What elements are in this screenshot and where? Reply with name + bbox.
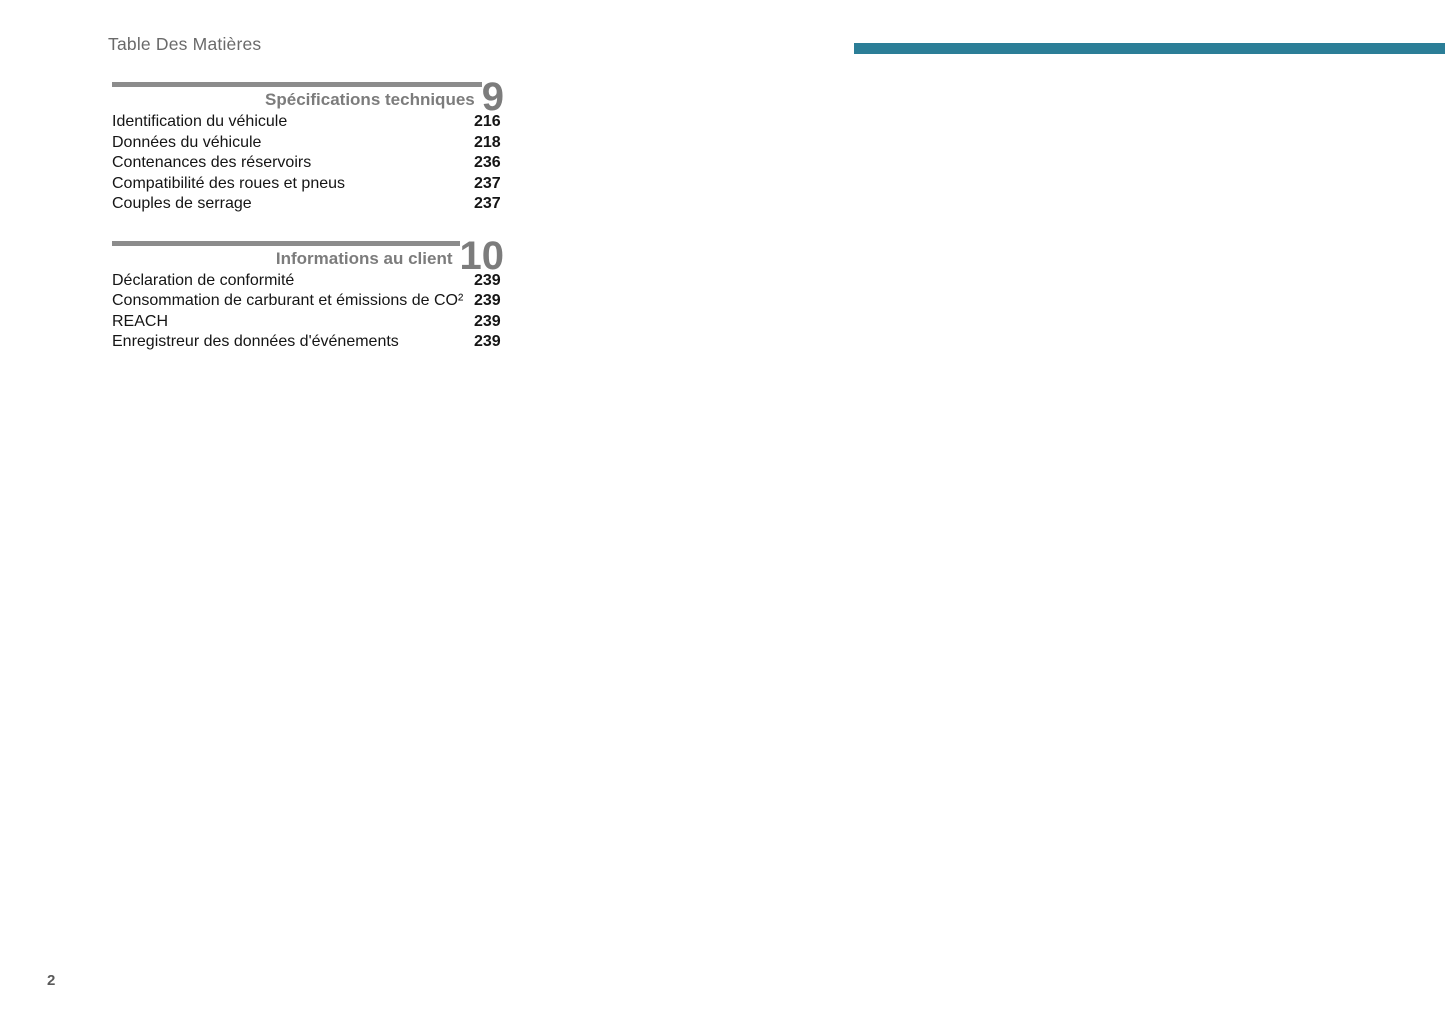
toc-entry-label: Consommation de carburant et émissions d… [112,292,464,309]
toc-entry[interactable]: Identification du véhicule 216 [112,112,504,133]
section-header-left: Spécifications techniques [112,82,482,110]
toc-entry-label: Données du véhicule [112,133,262,151]
toc-entry-label: Enregistreur des données d'événements [112,333,399,350]
toc-entry-page: 236 [474,154,501,171]
toc-entry-label: Couples de serrage [112,195,252,212]
toc-entry-label: Déclaration de conformité [112,271,295,289]
table-of-contents: Spécifications techniques 9 Identificati… [112,75,505,379]
toc-entry[interactable]: Consommation de carburant et émissions d… [112,291,504,312]
toc-entry-label: Compatibilité des roues et pneus [112,174,346,192]
page-title: Table Des Matières [108,34,262,54]
toc-entry-page: 239 [474,333,501,350]
section-header-left: Informations au client [112,240,460,269]
toc-entry-page: 237 [474,195,501,212]
toc-entry-page: 237 [474,174,501,192]
toc-entry-page: 239 [474,271,501,289]
toc-entry-label: Identification du véhicule [112,113,288,130]
toc-entry[interactable]: Compatibilité des roues et pneus 237 [112,174,504,195]
toc-entry-page: 216 [474,113,501,130]
toc-entry[interactable]: Déclaration de conformité 239 [112,271,504,292]
toc-entry-page: 239 [474,312,501,330]
section-title: Informations au client [275,248,453,268]
toc-entry-label: Contenances des réservoirs [112,154,312,171]
toc-item-list: Déclaration de conformité 239 Consommati… [112,271,504,353]
toc-entry[interactable]: Contenances des réservoirs 236 [112,153,504,174]
section-header: Spécifications techniques 9 [112,75,504,119]
toc-item-list: Identification du véhicule 216 Données d… [112,112,504,215]
toc-section-informations-client: Informations au client 10 Déclaration de… [112,233,505,353]
section-number: 10 [459,233,505,278]
section-header: Informations au client 10 [112,233,505,278]
page-number: 2 [47,972,56,989]
toc-entry[interactable]: Couples de serrage 237 [112,194,504,215]
toc-entry[interactable]: Données du véhicule 218 [112,133,504,154]
section-title: Spécifications techniques [265,90,475,109]
toc-entry[interactable]: Enregistreur des données d'événements 23… [112,332,504,353]
section-number: 9 [481,75,504,119]
header-accent-bar [854,43,1445,54]
toc-section-specifications: Spécifications techniques 9 Identificati… [112,75,504,215]
toc-entry[interactable]: REACH 239 [112,312,504,333]
toc-entry-page: 239 [474,292,501,309]
section-rule [112,82,482,87]
section-rule [112,240,460,246]
toc-entry-label: REACH [112,312,169,330]
toc-entry-page: 218 [474,133,501,151]
